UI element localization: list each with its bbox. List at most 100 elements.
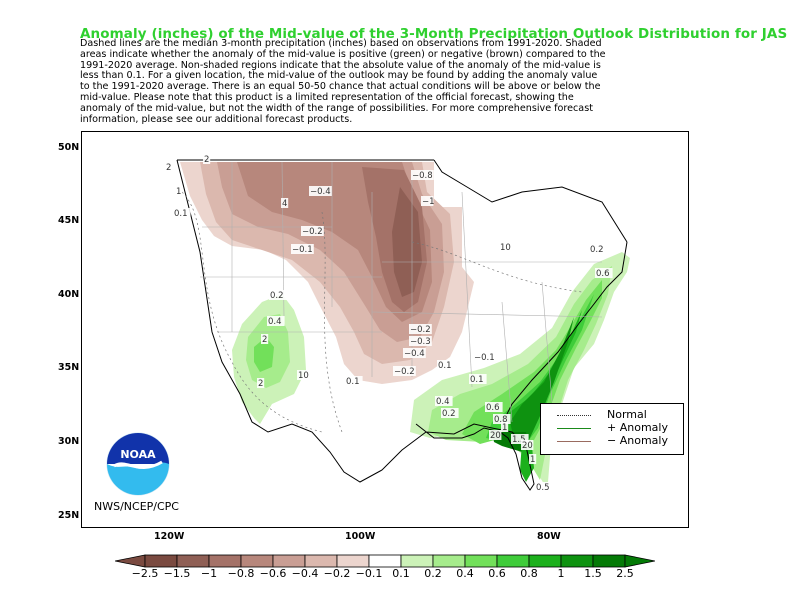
contour-label: 0.1 <box>470 375 484 385</box>
legend-plus-label: + Anomaly <box>607 421 668 434</box>
colorbar-tick-label: −1 <box>200 567 218 580</box>
colorbar-swatch <box>432 554 466 568</box>
contour-label-bg <box>499 242 512 252</box>
contour-label-bg <box>521 440 534 450</box>
longitude-label-80w: 80W <box>537 531 561 542</box>
colorbar-left-arrow <box>115 554 146 568</box>
colorbar-tick-label: −0.1 <box>355 567 383 580</box>
legend-row-plus: + Anomaly <box>541 421 685 435</box>
contour-label: 2 <box>262 335 267 345</box>
contour-label-bg <box>435 396 453 406</box>
contour-label-bg <box>257 378 265 388</box>
legend-normal-line <box>557 415 591 416</box>
median-precip-lines <box>181 191 583 433</box>
contour-label: 0.1 <box>174 209 188 219</box>
contour-label: 0.2 <box>270 291 284 301</box>
legend-plus-line <box>557 428 591 429</box>
contour-label-bg <box>473 352 496 362</box>
colorbar-swatch <box>464 554 498 568</box>
contour-label: −1 <box>422 197 435 207</box>
longitude-label-120w: 120W <box>154 531 185 542</box>
contour-label-bg <box>175 186 183 196</box>
contour-label: −0.8 <box>412 171 433 181</box>
colorbar-swatch <box>368 554 402 568</box>
noaa-logo-text: NOAA <box>120 448 156 461</box>
contour-label-bg <box>437 360 455 370</box>
contour-label: −0.2 <box>410 325 431 335</box>
colorbar-swatch <box>304 554 338 568</box>
contour-label: 0.1 <box>346 377 360 387</box>
contour-label-bg <box>301 226 324 236</box>
colorbar-tick-label: −0.4 <box>291 567 319 580</box>
longitude-label-100w: 100W <box>345 531 376 542</box>
contour-label-bg <box>409 336 432 346</box>
colorbar-swatch <box>592 554 626 568</box>
latitude-label-50n: 50N <box>58 142 80 153</box>
legend-normal-label: Normal <box>607 408 647 421</box>
contour-label: −0.4 <box>310 187 331 197</box>
latitude-label-25n: 25N <box>58 510 80 521</box>
contour-label-bg <box>281 198 289 208</box>
colorbar-swatch <box>560 554 594 568</box>
colorbar-swatch <box>144 554 178 568</box>
contour-label: 1 <box>530 455 535 465</box>
contour-label: −0.1 <box>474 353 495 363</box>
contour-label-bg <box>309 186 332 196</box>
contour-label: −0.4 <box>404 349 425 359</box>
legend-row-minus: − Anomaly <box>541 434 685 448</box>
contour-label: 0.8 <box>494 415 508 425</box>
contour-label: 0.6 <box>486 403 500 413</box>
contour-label: 0.4 <box>436 397 450 407</box>
contour-label-bg <box>595 268 613 278</box>
legend-minus-label: − Anomaly <box>607 434 668 447</box>
map-title: Anomaly (inches) of the Mid-value of the… <box>80 26 792 42</box>
colorbar-right-arrow <box>624 554 655 568</box>
colorbar-tick-label: −0.6 <box>259 567 287 580</box>
contour-label: 1 <box>176 187 181 197</box>
positive-anomaly-southwest <box>232 294 306 424</box>
contour-label-bg <box>493 414 511 424</box>
contour-label: 2 <box>166 163 171 173</box>
colorbar-tick-label: 2.5 <box>616 567 634 580</box>
contour-label: 1.5 <box>512 435 526 445</box>
colorbar-swatch <box>240 554 274 568</box>
colorbar-tick-label: 0.8 <box>520 567 538 580</box>
contour-label: 0.1 <box>438 361 452 371</box>
contour-label: 20 <box>490 431 501 441</box>
contour-label: 20 <box>522 441 533 451</box>
contour-label: 0.5 <box>536 483 550 493</box>
contour-label-bg <box>511 434 529 444</box>
contour-label-bg <box>421 196 434 206</box>
contour-label: 2 <box>204 155 209 165</box>
legend-row-normal: Normal <box>541 408 685 422</box>
contour-label: 0.2 <box>590 245 604 255</box>
colorbar-swatch <box>400 554 434 568</box>
contour-label: 10 <box>500 243 511 253</box>
colorbar-tick-label: −0.2 <box>323 567 351 580</box>
colorbar-swatch <box>176 554 210 568</box>
colorbar <box>115 554 655 568</box>
contour-label: −0.3 <box>410 337 431 347</box>
contour-label-bg <box>165 162 173 172</box>
contour-label: 0.4 <box>268 317 282 327</box>
contour-label-bg <box>489 430 502 440</box>
colorbar-swatch <box>496 554 530 568</box>
contour-label-bg <box>529 454 537 464</box>
map-panel: 2 2 1 0.1 4 −0.4 −0.2 −0.1 −0.8 −1 10 −0.2 −0.3 −0.4 −… <box>81 131 689 528</box>
latitude-label-45n: 45N <box>58 215 80 226</box>
contour-label-bg <box>409 324 432 334</box>
contour-label: 2 <box>258 379 263 389</box>
contour-label: 4 <box>282 199 287 209</box>
contour-label-bg <box>411 170 434 180</box>
colorbar-tick-label: −1.5 <box>163 567 191 580</box>
contour-label: 1 <box>502 423 507 433</box>
colorbar-swatch <box>528 554 562 568</box>
legend-minus-line <box>557 441 591 442</box>
colorbar-tick-label: 0.4 <box>456 567 474 580</box>
colorbar-tick-label: 0.1 <box>392 567 410 580</box>
colorbar-tick-label: −2.5 <box>131 567 159 580</box>
credit-text: NWS/NCEP/CPC <box>94 500 179 513</box>
colorbar-tick-label: −0.8 <box>227 567 255 580</box>
colorbar-swatch <box>336 554 370 568</box>
contour-label-bg <box>269 290 287 300</box>
